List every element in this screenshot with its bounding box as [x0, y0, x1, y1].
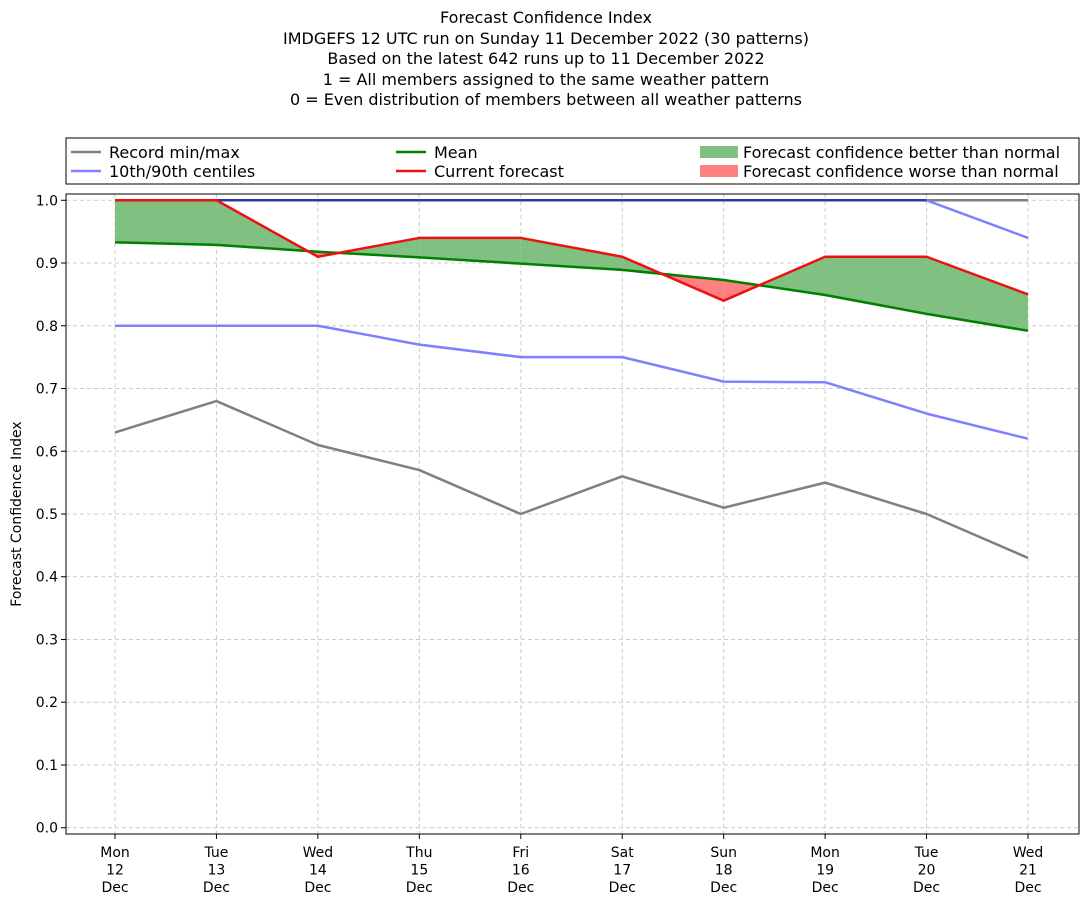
title-line-3: Based on the latest 642 runs up to 11 De…: [327, 49, 765, 68]
x-tick-label: Tue 20 Dec: [913, 845, 940, 896]
fill-better-than-normal: [520, 237, 623, 270]
y-tick-label: 1.0: [36, 193, 58, 209]
y-tick-label: 0.8: [36, 319, 58, 335]
title-line-1: Forecast Confidence Index: [440, 8, 652, 27]
y-tick-label: 0.4: [36, 570, 58, 586]
series-line-10th-centile: [115, 324, 1029, 440]
fill-better-than-normal: [926, 256, 1028, 331]
x-tick-label: Sat 17 Dec: [609, 845, 636, 896]
confidence-fill-areas: [115, 200, 1028, 331]
title-line-2: IMDGEFS 12 UTC run on Sunday 11 December…: [282, 28, 810, 48]
fill-better-than-normal: [419, 237, 521, 264]
chart-titles: Forecast Confidence Index IMDGEFS 12 UTC…: [0, 8, 1092, 111]
x-tick-label: Mon 12 Dec: [100, 845, 130, 896]
y-tick-label: 0.0: [36, 821, 58, 837]
fill-better-than-normal: [115, 200, 217, 245]
legend-label-record: Record min/max: [109, 143, 240, 162]
series-line-current-forecast: [115, 199, 1029, 302]
x-tick-label: Wed 14 Dec: [303, 845, 334, 896]
series-lines: [114, 199, 1029, 560]
legend-label-mean: Mean: [434, 143, 478, 162]
y-tick-label: 0.6: [36, 444, 58, 460]
legend-frame: [65, 137, 1080, 185]
x-tick-label: Wed 21 Dec: [1013, 845, 1044, 896]
legend-label-centiles: 10th/90th centiles: [109, 162, 255, 181]
x-tick-label: Thu 15 Dec: [405, 845, 433, 896]
legend-swatch-better: [700, 146, 738, 158]
legend: Record min/max 10th/90th centiles Mean C…: [65, 137, 1080, 185]
legend-label-better: Forecast confidence better than normal: [743, 143, 1060, 162]
x-tick-label: Fri 16 Dec: [507, 845, 534, 896]
y-tick-label: 0.7: [36, 382, 58, 398]
y-tick-label: 0.1: [36, 758, 58, 774]
y-tick-label: 0.3: [36, 632, 58, 648]
series-line-record-min: [114, 399, 1029, 560]
legend-label-worse: Forecast confidence worse than normal: [743, 162, 1059, 181]
legend-label-current: Current forecast: [434, 162, 564, 181]
legend-swatch-worse: [700, 165, 738, 177]
title-line-5: 0 = Even distribution of members between…: [289, 90, 803, 109]
y-tick-label: 0.9: [36, 256, 58, 272]
fill-better-than-normal: [759, 256, 826, 296]
title-line-4: 1 = All members assigned to the same wea…: [322, 69, 770, 89]
series-line-mean: [114, 241, 1029, 333]
y-tick-label: 0.5: [36, 507, 58, 523]
x-tick-label: Mon 19 Dec: [810, 845, 840, 896]
x-axis-ticks: Mon 12 Dec Tue 13 Dec Wed 14 Dec Thu 15 Dec Fri 16 Dec…: [100, 834, 1043, 896]
y-axis-ticks: 0.0 0.1 0.2 0.3 0.4 0.5 0.6 0.7 0.8 0.9 1.0: [36, 193, 66, 837]
y-tick-label: 0.2: [36, 695, 58, 711]
x-tick-label: Sun 18 Dec: [710, 845, 737, 896]
y-axis-title: Forecast Confidence Index: [9, 421, 25, 606]
x-tick-label: Tue 13 Dec: [203, 845, 230, 896]
